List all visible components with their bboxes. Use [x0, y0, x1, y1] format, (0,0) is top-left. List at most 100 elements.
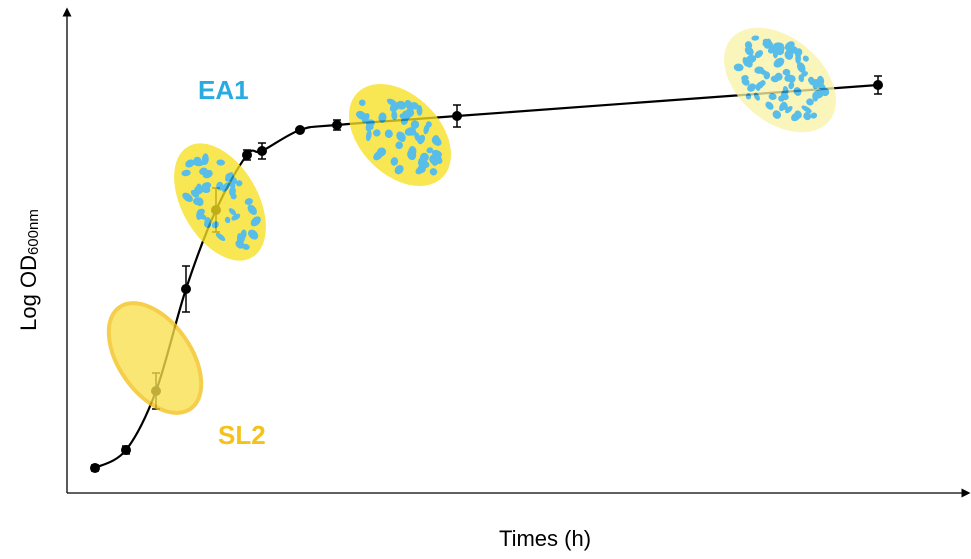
bacterium	[228, 208, 237, 216]
bacterium	[216, 181, 224, 191]
point	[332, 120, 342, 130]
bacterium	[236, 180, 243, 187]
bacterium	[373, 129, 381, 137]
bacteria	[356, 98, 443, 176]
bacterium	[365, 121, 374, 132]
bacterium	[229, 186, 236, 197]
bacterium	[204, 220, 212, 228]
bacterium	[247, 204, 257, 215]
bacterium	[201, 153, 209, 166]
bacterium	[773, 57, 785, 68]
bacterium	[745, 93, 752, 100]
bacterium	[788, 81, 795, 90]
bacterium	[801, 105, 812, 113]
bacterium	[432, 137, 441, 145]
bacterium	[791, 112, 801, 122]
y-axis-label-subscript: 600nm	[25, 209, 42, 255]
bacterium	[782, 68, 791, 76]
bacterium	[747, 83, 756, 92]
bacterium	[358, 99, 366, 106]
bacterium	[781, 90, 787, 99]
bacterium	[745, 55, 757, 64]
bacterium	[785, 106, 793, 114]
bacterium	[221, 182, 231, 192]
bacterium	[198, 213, 207, 220]
bacterium	[193, 156, 202, 165]
point	[121, 445, 131, 455]
bacterium	[765, 101, 774, 110]
bacterium	[185, 159, 195, 168]
bacterium	[801, 71, 808, 77]
bacterium	[365, 130, 372, 142]
bacterium	[813, 89, 824, 99]
bacterium	[225, 172, 235, 182]
bacterium	[755, 83, 761, 91]
bacterium	[806, 98, 814, 106]
bacterium	[753, 92, 760, 101]
bacterium	[772, 42, 784, 49]
point	[452, 111, 462, 121]
bacterium	[215, 232, 226, 242]
point	[295, 125, 305, 135]
bacterium	[395, 141, 403, 150]
bacterium	[199, 167, 208, 175]
point	[242, 150, 252, 160]
bacterium	[378, 112, 387, 123]
bacterium	[781, 101, 788, 111]
bacterium	[415, 166, 425, 175]
bacterium	[796, 62, 806, 73]
bacterium	[817, 83, 826, 91]
bacterium	[751, 35, 760, 41]
bacterium	[236, 233, 243, 245]
bacterium	[772, 110, 782, 119]
bacterium	[389, 102, 400, 112]
bacterium	[394, 165, 404, 175]
bacterium	[733, 63, 744, 72]
bacterium	[763, 71, 771, 80]
bacterium	[390, 157, 399, 166]
bacterium	[229, 182, 236, 188]
bacterium	[181, 169, 191, 177]
cell-sl2	[106, 301, 204, 415]
bacterium	[410, 120, 420, 129]
bacterium	[784, 74, 793, 82]
bacterium	[193, 197, 201, 206]
line	[94, 83, 879, 469]
bacteria	[733, 35, 830, 122]
point	[181, 284, 191, 294]
bacterium	[770, 75, 780, 83]
cells	[106, 27, 836, 415]
bacterium	[201, 182, 212, 190]
bacterium	[784, 50, 794, 60]
bacterium	[399, 113, 410, 121]
point	[873, 80, 883, 90]
bacterium	[794, 48, 803, 57]
bacterium	[190, 190, 199, 198]
bacterium	[182, 192, 193, 203]
bacterium	[231, 213, 241, 221]
bacterium	[768, 93, 777, 101]
bacteria	[181, 153, 261, 250]
bacterium	[426, 147, 434, 154]
y-axis-label: Log OD600nm	[16, 209, 42, 331]
bacterium	[244, 198, 253, 205]
bacterium	[250, 216, 261, 227]
bacterium	[396, 131, 406, 142]
bacterium	[754, 50, 764, 59]
bacterium	[429, 154, 438, 165]
point	[257, 146, 267, 156]
annotation: EA1	[198, 75, 249, 105]
bacterium	[741, 75, 749, 82]
bacterium	[384, 129, 393, 138]
bacterium	[807, 76, 815, 84]
bacterium	[793, 87, 802, 96]
bacterium	[759, 80, 766, 87]
bacterium	[224, 216, 231, 224]
bacterium	[414, 132, 421, 142]
point	[90, 463, 100, 473]
bacterium	[211, 221, 219, 229]
bacterium	[425, 121, 432, 128]
bacterium	[376, 147, 387, 157]
y-axis-label-main: Log OD	[16, 255, 41, 331]
bacterium	[429, 168, 438, 176]
